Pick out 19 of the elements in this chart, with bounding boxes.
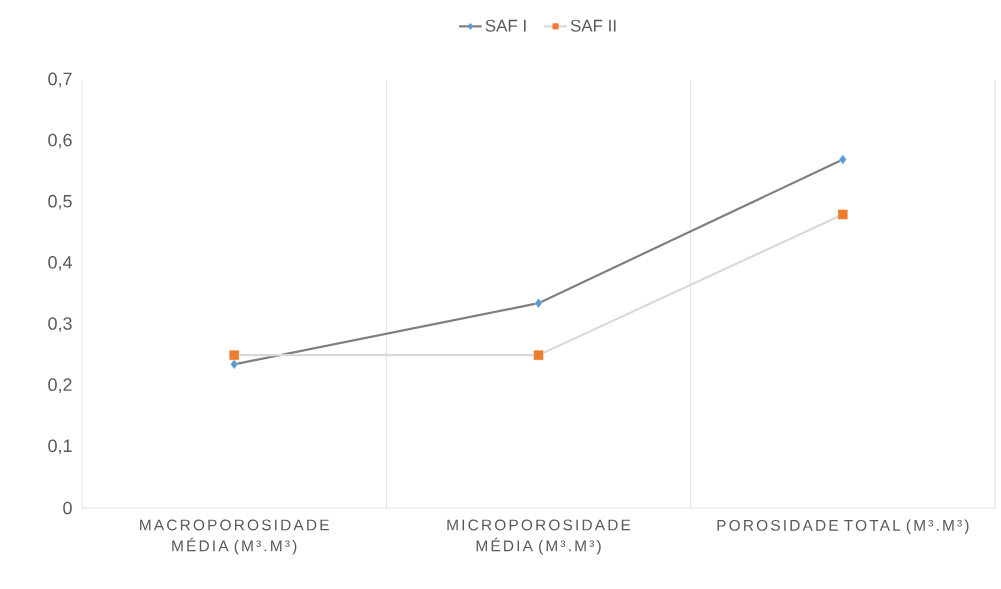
y-tick-label: 0,6 bbox=[48, 133, 72, 149]
legend-label: SAF I bbox=[485, 19, 526, 32]
y-tick-label: 0,3 bbox=[48, 317, 72, 332]
y-tick-label: 0,7 bbox=[48, 72, 72, 88]
point bbox=[838, 154, 847, 165]
y-tick-label: 0 bbox=[63, 501, 72, 515]
y-tick-label: 0,5 bbox=[48, 194, 72, 210]
x-tick-label: MICROPOROSIDADE MÉDIA (M³.M³) bbox=[447, 519, 631, 555]
y-tick-label: 0,2 bbox=[48, 378, 72, 394]
legend-label: SAF II bbox=[570, 19, 616, 32]
y-tick-label: 0,1 bbox=[48, 439, 72, 455]
point bbox=[534, 297, 543, 309]
point bbox=[837, 209, 849, 220]
point bbox=[229, 349, 240, 361]
point bbox=[533, 349, 544, 361]
point bbox=[230, 359, 239, 370]
x-tick-label: MACROPOROSIDADE MÉDIA (M³.M³) bbox=[140, 519, 329, 555]
x-tick-label: POROSIDADE TOTAL (M³.M³) bbox=[717, 519, 969, 534]
y-tick-label: 0,4 bbox=[48, 256, 72, 271]
